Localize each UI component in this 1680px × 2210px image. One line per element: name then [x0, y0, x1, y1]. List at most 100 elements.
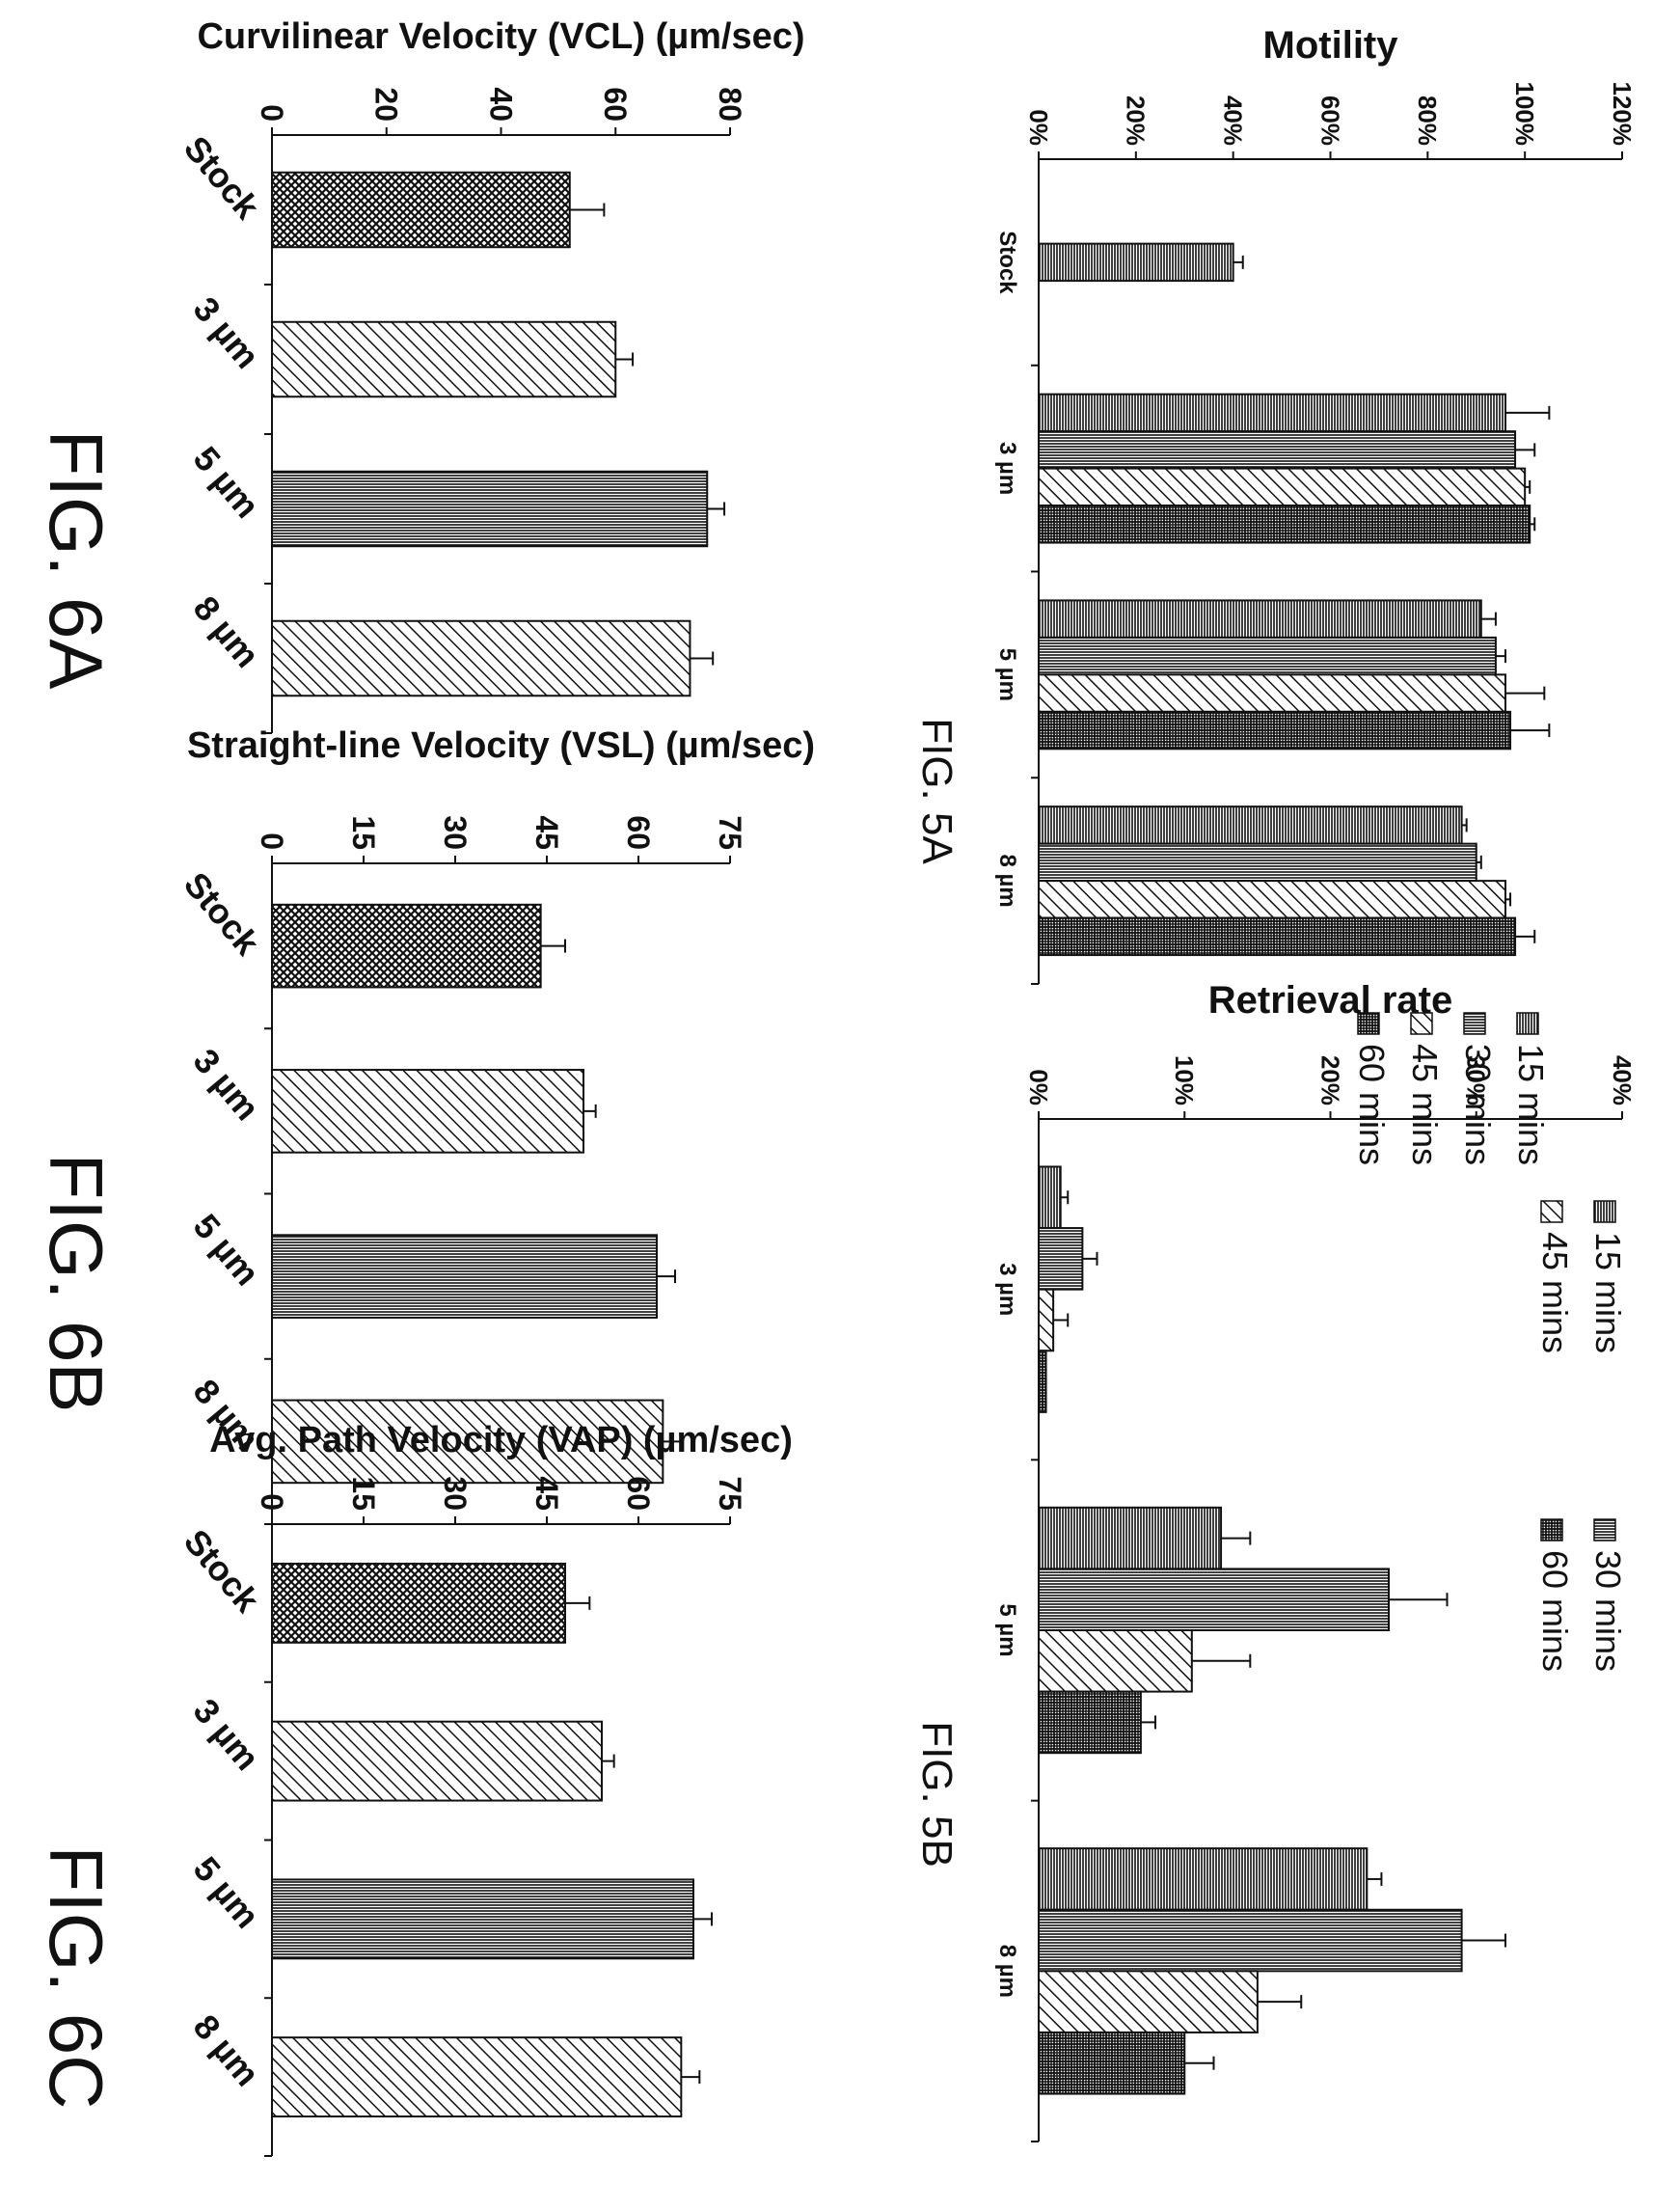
x-category-label: Stock — [176, 1522, 268, 1621]
y-tick-label: 30% — [1462, 1055, 1491, 1105]
y-axis-label: Avg. Path Velocity (VAP) (µm/sec) — [209, 1420, 793, 1460]
bar-hlines — [1038, 1506, 1223, 1570]
y-tick-label: 40% — [1219, 95, 1248, 146]
y-tick-label: 120% — [1608, 82, 1637, 147]
x-category-label: 5 µm — [994, 1603, 1020, 1656]
bar-cross — [270, 903, 542, 989]
figure-label: FIG. 6B — [34, 1154, 119, 1413]
figure-label: FIG. 5B — [913, 1721, 961, 1868]
bar-vlines — [271, 1234, 658, 1319]
y-tick-label: 15 — [346, 1476, 381, 1511]
legend-label: 60 mins — [1352, 1044, 1392, 1165]
y-tick-label: 75 — [713, 1476, 747, 1511]
bar-diag — [1038, 1970, 1259, 2033]
bar-diag — [1038, 880, 1506, 919]
y-tick-label: 60 — [598, 87, 633, 122]
legend-label: 15 mins — [1511, 1044, 1551, 1165]
y-tick-label: 30 — [438, 815, 473, 850]
bar-diag — [271, 2036, 683, 2118]
y-tick-label: 40% — [1608, 1055, 1637, 1105]
figure-label: FIG. 6C — [34, 1845, 119, 2109]
bar-cross — [271, 171, 571, 249]
bar-diag — [271, 1069, 584, 1154]
y-tick-label: 0 — [255, 832, 289, 850]
legend-swatch — [1593, 1518, 1616, 1542]
chart-fig6c: 0 15 30 45 60 75 Avg. Path Velocity (VAP) (µm/… — [34, 1420, 793, 2157]
bar-vlines — [1038, 1908, 1463, 1973]
bar-cross — [271, 1562, 566, 1644]
y-tick-label: 0% — [1024, 1069, 1053, 1105]
legend-label: 30 mins — [1458, 1044, 1498, 1165]
y-tick-label: 20% — [1122, 95, 1151, 146]
x-category-label: 3 µm — [186, 289, 268, 376]
bar-vlines — [1038, 1568, 1390, 1632]
bar-diag — [1038, 673, 1506, 713]
bar-hlines — [1038, 805, 1463, 845]
bar-hlines — [1038, 393, 1506, 433]
x-category-label: 3 µm — [994, 1263, 1020, 1316]
bar-hlines — [1038, 1847, 1368, 1911]
y-tick-label: 30 — [438, 1476, 473, 1511]
legend-swatch — [1540, 1200, 1563, 1223]
y-tick-label: 45 — [529, 1476, 564, 1511]
chart-fig5b: 0% 10% 20% 30% 40% Retrieval rate 3 µm 5 µm 8 µm… — [913, 979, 1637, 2142]
y-axis-label: Retrieval rate — [1208, 979, 1452, 1022]
legend-label: 45 mins — [1405, 1044, 1445, 1165]
x-category-label: 3 µm — [186, 1041, 268, 1128]
y-tick-label: 60 — [621, 815, 656, 850]
y-tick-label: 100% — [1510, 82, 1539, 147]
x-category-label: 8 µm — [994, 1945, 1020, 1998]
x-category-label: Stock — [176, 128, 268, 227]
bar-diag — [271, 619, 691, 697]
y-tick-label: 40 — [483, 87, 518, 122]
bar-diag — [271, 1720, 603, 1802]
legend-swatch — [1593, 1200, 1616, 1223]
y-tick-label: 60 — [621, 1476, 656, 1511]
x-category-label: 3 µm — [186, 1691, 268, 1778]
bar-vlines — [1037, 430, 1517, 470]
legend-label: 60 mins — [1535, 1550, 1575, 1672]
bar-vlines — [1038, 636, 1497, 676]
x-category-label: 5 µm — [186, 1206, 268, 1293]
legend-swatch — [1463, 1012, 1486, 1035]
y-tick-label: 0 — [255, 104, 289, 122]
x-category-label: 5 µm — [186, 439, 268, 526]
y-tick-label: 0% — [1024, 109, 1053, 146]
x-category-label: 3 µm — [994, 442, 1020, 495]
legend: 15 mins 30 mins 45 mins 60 mins — [1352, 1012, 1551, 1165]
legend-swatch — [1357, 1012, 1380, 1035]
legend-swatch — [1516, 1012, 1539, 1035]
y-tick-label: 80% — [1413, 95, 1442, 146]
bar-diag — [1038, 1629, 1193, 1693]
x-category-label: 8 µm — [186, 2006, 268, 2093]
bar-hlines — [1038, 599, 1482, 639]
x-category-label: 5 µm — [186, 1849, 268, 1936]
figure-label: FIG. 6A — [34, 430, 119, 690]
y-tick-label: 15 — [346, 815, 381, 850]
bar-hlines — [1038, 1165, 1062, 1230]
bar-grid — [1038, 1350, 1047, 1413]
bar-grid — [1038, 710, 1512, 750]
bar-grid — [1037, 505, 1531, 544]
y-tick-label: 10% — [1170, 1055, 1199, 1105]
y-tick-label: 45 — [529, 815, 564, 850]
y-tick-label: 75 — [713, 815, 747, 850]
rotated-figure-group: 0% 20% 40% 60% 80% 100% 120% Motility Stock 3 µm 5… — [34, 16, 1637, 2157]
bar-diag — [271, 320, 617, 398]
bar-grid — [1038, 2031, 1186, 2095]
x-category-label: Stock — [994, 231, 1020, 294]
bar-diag — [1038, 1288, 1055, 1352]
bar-vlines — [271, 470, 709, 548]
bar-diag — [1038, 467, 1527, 507]
legend-label: 15 mins — [1588, 1232, 1628, 1353]
x-category-label: 8 µm — [994, 855, 1020, 908]
figure-label: FIG. 5A — [913, 718, 961, 864]
y-tick-label: 60% — [1315, 95, 1344, 146]
bar-vlines — [1038, 842, 1477, 883]
x-category-label: Stock — [176, 864, 268, 963]
y-tick-label: 0 — [255, 1493, 289, 1511]
y-tick-label: 20% — [1315, 1055, 1344, 1105]
y-axis-label: Straight-line Velocity (VSL) (µm/sec) — [187, 725, 815, 766]
